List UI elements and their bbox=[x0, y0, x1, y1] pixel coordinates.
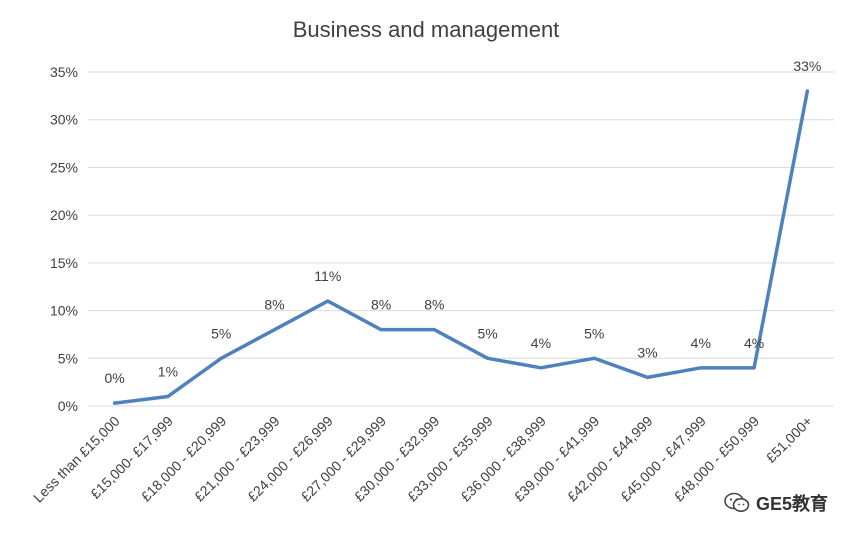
data-point bbox=[379, 328, 383, 332]
data-labels: 0% 1% 5% 8% 11% 8% 8% 5% 4% 5% 3% 4% 4% 33% bbox=[105, 58, 822, 386]
watermark-text: GE5教育 bbox=[755, 494, 828, 514]
series-line bbox=[112, 89, 810, 405]
watermark: GE5教育 bbox=[724, 490, 828, 516]
y-axis-ticks: 0% 5% 10% 15% 20% 25% 30% 35% bbox=[50, 64, 78, 414]
data-point bbox=[592, 356, 596, 360]
data-label: 4% bbox=[531, 335, 551, 351]
data-label: 11% bbox=[314, 268, 341, 284]
data-label: 1% bbox=[158, 363, 178, 379]
y-tick-label: 30% bbox=[50, 112, 78, 128]
series-layer bbox=[112, 89, 810, 405]
y-tick-label: 5% bbox=[58, 350, 78, 366]
data-label: 4% bbox=[691, 335, 711, 351]
data-point bbox=[646, 375, 649, 379]
data-label: 5% bbox=[478, 325, 498, 341]
y-tick-label: 20% bbox=[50, 207, 78, 223]
data-label: 5% bbox=[211, 325, 231, 341]
y-tick-label: 35% bbox=[50, 64, 78, 80]
data-point bbox=[432, 328, 436, 332]
data-point bbox=[699, 366, 703, 370]
y-tick-label: 10% bbox=[50, 303, 78, 319]
data-label: 4% bbox=[744, 335, 764, 351]
y-tick-label: 15% bbox=[50, 255, 78, 271]
data-label: 33% bbox=[793, 58, 821, 74]
x-tick-label: Less than £15,000 bbox=[30, 413, 123, 506]
data-point bbox=[273, 328, 276, 332]
gridlines bbox=[88, 71, 834, 407]
data-point bbox=[326, 299, 330, 303]
data-point bbox=[113, 401, 117, 405]
data-label: 8% bbox=[264, 297, 284, 313]
data-label: 0% bbox=[105, 370, 125, 386]
y-tick-label: 0% bbox=[58, 398, 78, 414]
wechat-icon bbox=[724, 492, 750, 512]
data-point bbox=[752, 366, 756, 370]
data-label: 3% bbox=[637, 344, 657, 360]
y-tick-label: 25% bbox=[50, 159, 78, 175]
data-point bbox=[219, 356, 223, 360]
x-tick-label: £51,000+ bbox=[763, 413, 816, 466]
data-point bbox=[805, 89, 809, 93]
data-label: 5% bbox=[584, 325, 604, 341]
chart-title: Business and management bbox=[293, 17, 560, 42]
data-label: 8% bbox=[371, 297, 391, 313]
data-point bbox=[166, 394, 170, 398]
data-point bbox=[486, 356, 490, 360]
data-label: 8% bbox=[424, 297, 444, 313]
data-point bbox=[539, 366, 543, 370]
x-axis-ticks: Less than £15,000£15,000- £17,999£18,000… bbox=[30, 413, 815, 506]
